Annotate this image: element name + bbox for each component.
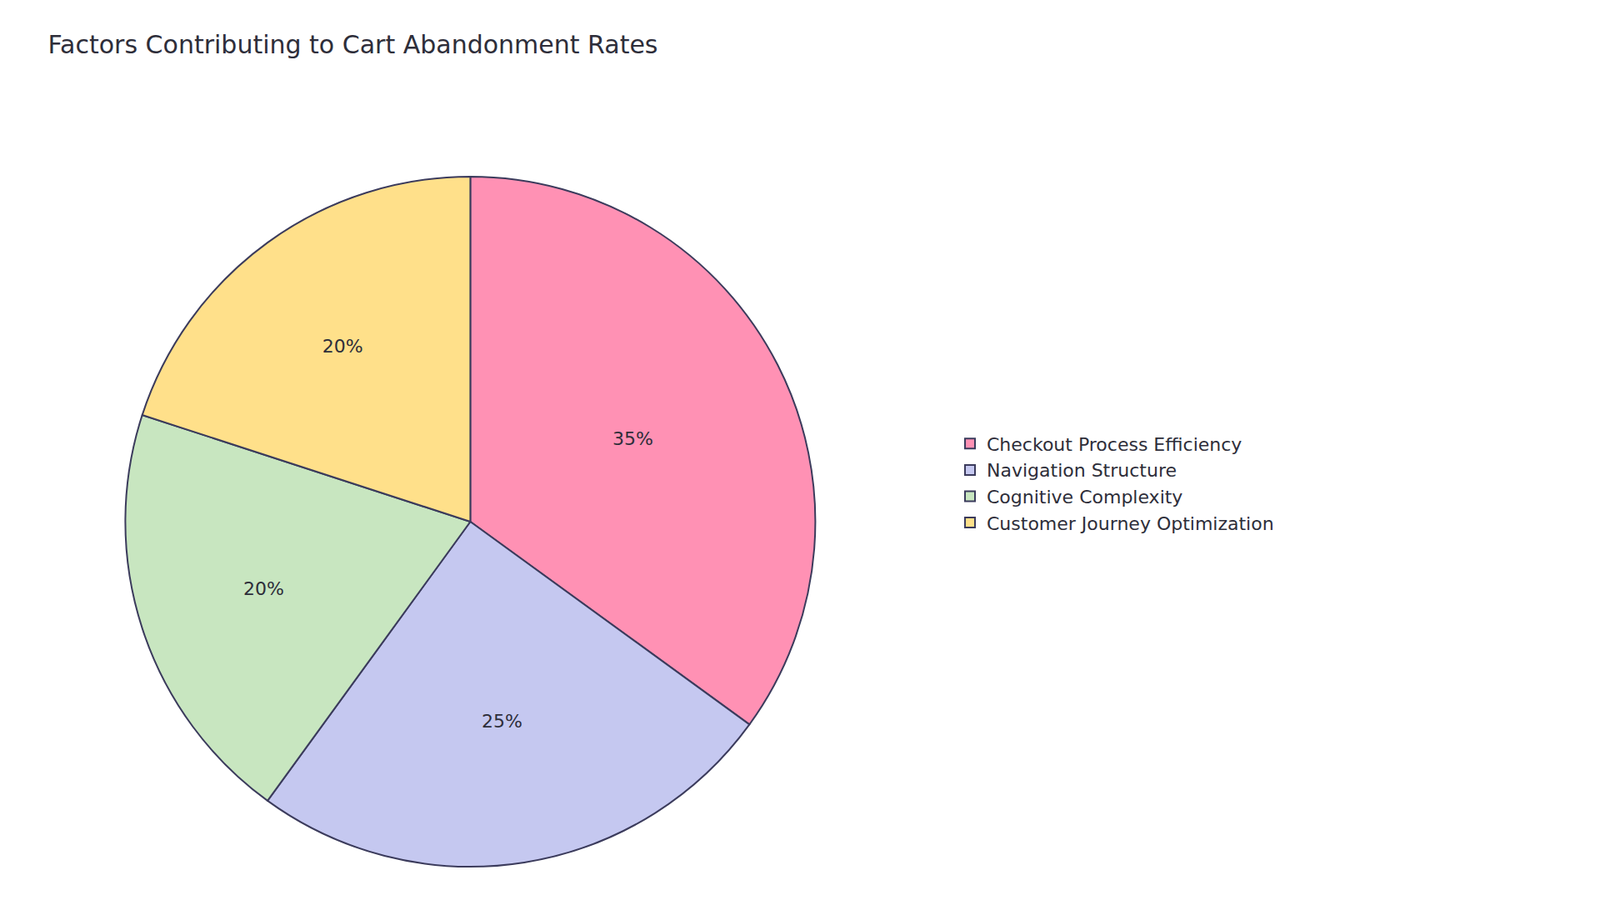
- svg-text:Checkout Process Efficiency: Checkout Process Efficiency: [986, 434, 1242, 455]
- svg-text:35%: 35%: [612, 428, 654, 450]
- svg-text:Factors Contributing to Cart A: Factors Contributing to Cart Abandonment…: [48, 30, 659, 60]
- svg-text:20%: 20%: [322, 335, 364, 357]
- svg-text:Cognitive Complexity: Cognitive Complexity: [986, 486, 1183, 508]
- svg-text:Navigation Structure: Navigation Structure: [986, 460, 1177, 481]
- svg-text:20%: 20%: [243, 578, 285, 600]
- svg-text:Customer Journey Optimization: Customer Journey Optimization: [986, 513, 1275, 535]
- svg-text:25%: 25%: [481, 710, 523, 732]
